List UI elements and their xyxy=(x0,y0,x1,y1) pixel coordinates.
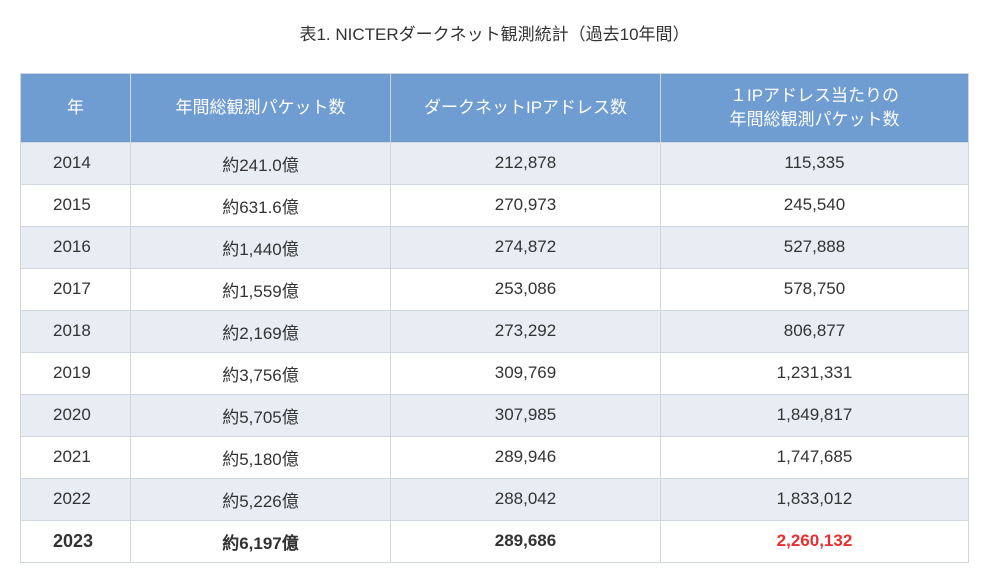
table-row: 2021約5,180億289,9461,747,685 xyxy=(21,436,969,478)
table-row: 2017約1,559億253,086578,750 xyxy=(21,268,969,310)
table-header-row: 年 年間総観測パケット数 ダークネットIPアドレス数 １IPアドレス当たりの年間… xyxy=(21,74,969,143)
cell-packets: 約241.0億 xyxy=(131,142,391,184)
cell-per-ip: 1,231,331 xyxy=(661,352,969,394)
cell-packets: 約1,440億 xyxy=(131,226,391,268)
cell-per-ip: 2,260,132 xyxy=(661,520,969,562)
table-row: 2015約631.6億270,973245,540 xyxy=(21,184,969,226)
cell-ips: 274,872 xyxy=(391,226,661,268)
cell-ips: 309,769 xyxy=(391,352,661,394)
header-year: 年 xyxy=(21,74,131,143)
header-packets: 年間総観測パケット数 xyxy=(131,74,391,143)
cell-packets: 約5,226億 xyxy=(131,478,391,520)
table-row: 2014約241.0億212,878115,335 xyxy=(21,142,969,184)
cell-per-ip: 1,833,012 xyxy=(661,478,969,520)
table-title: 表1. NICTERダークネット観測統計（過去10年間） xyxy=(20,20,969,45)
header-per-ip: １IPアドレス当たりの年間総観測パケット数 xyxy=(661,74,969,143)
cell-packets: 約5,705億 xyxy=(131,394,391,436)
cell-ips: 273,292 xyxy=(391,310,661,352)
cell-year: 2022 xyxy=(21,478,131,520)
cell-year: 2020 xyxy=(21,394,131,436)
cell-year: 2017 xyxy=(21,268,131,310)
table-row: 2022約5,226億288,0421,833,012 xyxy=(21,478,969,520)
cell-ips: 270,973 xyxy=(391,184,661,226)
cell-year: 2021 xyxy=(21,436,131,478)
cell-ips: 307,985 xyxy=(391,394,661,436)
cell-per-ip: 527,888 xyxy=(661,226,969,268)
cell-packets: 約1,559億 xyxy=(131,268,391,310)
cell-year: 2014 xyxy=(21,142,131,184)
cell-ips: 289,946 xyxy=(391,436,661,478)
cell-year: 2023 xyxy=(21,520,131,562)
cell-ips: 289,686 xyxy=(391,520,661,562)
cell-packets: 約5,180億 xyxy=(131,436,391,478)
cell-per-ip: 806,877 xyxy=(661,310,969,352)
cell-year: 2019 xyxy=(21,352,131,394)
cell-per-ip: 578,750 xyxy=(661,268,969,310)
cell-ips: 253,086 xyxy=(391,268,661,310)
header-ips: ダークネットIPアドレス数 xyxy=(391,74,661,143)
cell-ips: 212,878 xyxy=(391,142,661,184)
cell-year: 2016 xyxy=(21,226,131,268)
cell-per-ip: 115,335 xyxy=(661,142,969,184)
table-row: 2016約1,440億274,872527,888 xyxy=(21,226,969,268)
table-row: 2023約6,197億289,6862,260,132 xyxy=(21,520,969,562)
cell-packets: 約3,756億 xyxy=(131,352,391,394)
cell-year: 2015 xyxy=(21,184,131,226)
cell-per-ip: 245,540 xyxy=(661,184,969,226)
table-row: 2019約3,756億309,7691,231,331 xyxy=(21,352,969,394)
cell-packets: 約631.6億 xyxy=(131,184,391,226)
stats-table: 年 年間総観測パケット数 ダークネットIPアドレス数 １IPアドレス当たりの年間… xyxy=(20,73,969,563)
table-row: 2020約5,705億307,9851,849,817 xyxy=(21,394,969,436)
table-container: 表1. NICTERダークネット観測統計（過去10年間） 年 年間総観測パケット… xyxy=(20,20,969,563)
cell-per-ip: 1,849,817 xyxy=(661,394,969,436)
cell-packets: 約2,169億 xyxy=(131,310,391,352)
cell-year: 2018 xyxy=(21,310,131,352)
table-row: 2018約2,169億273,292806,877 xyxy=(21,310,969,352)
cell-ips: 288,042 xyxy=(391,478,661,520)
cell-per-ip: 1,747,685 xyxy=(661,436,969,478)
cell-packets: 約6,197億 xyxy=(131,520,391,562)
